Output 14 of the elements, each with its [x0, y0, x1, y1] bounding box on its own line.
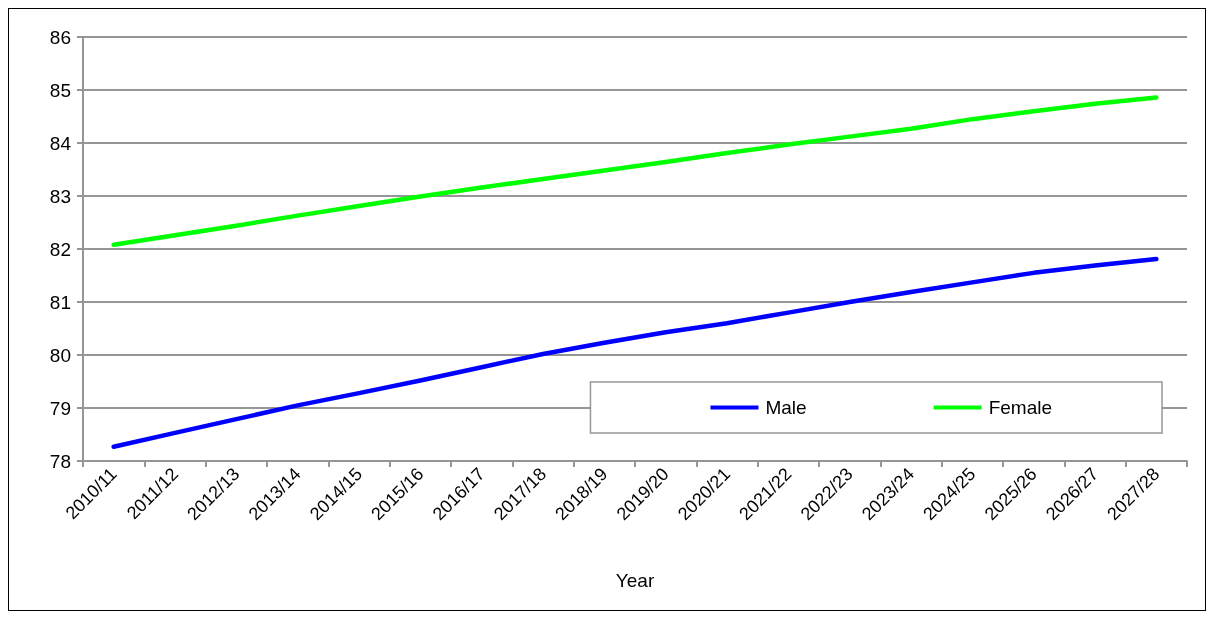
y-tick-label: 83 [49, 185, 71, 207]
y-tick-label: 80 [49, 344, 71, 366]
y-tick-label: 79 [49, 397, 71, 419]
line-series [111, 95, 1159, 248]
y-tick-label: 86 [49, 26, 71, 48]
legend-label: Male [765, 397, 807, 418]
line-series [111, 256, 1159, 449]
y-tick-label: 78 [49, 450, 71, 472]
legend-label: Female [988, 397, 1052, 418]
y-tick-label: 81 [49, 291, 71, 313]
y-tick-label: 84 [49, 132, 72, 154]
y-tick-label: 85 [49, 79, 71, 101]
x-axis-title: Year [615, 570, 655, 591]
y-tick-label: 82 [49, 238, 71, 260]
